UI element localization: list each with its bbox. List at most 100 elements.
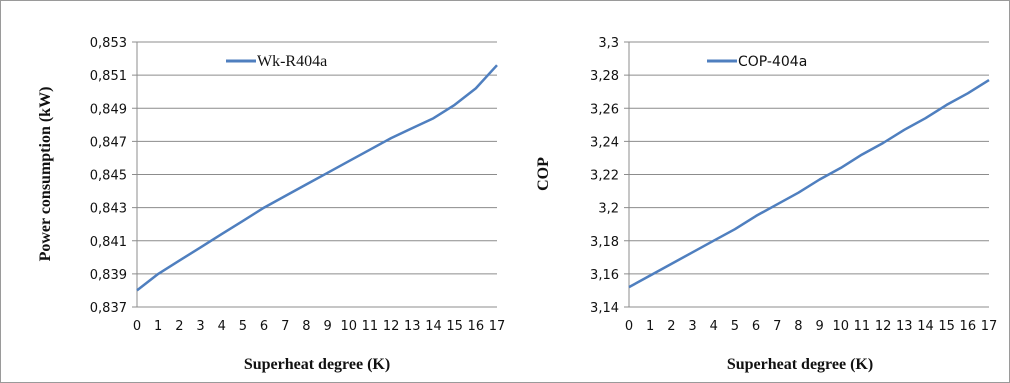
right-data-point — [733, 228, 736, 231]
left-data-point — [241, 219, 244, 222]
left-data-point — [136, 289, 139, 292]
right-y-tick-label: 3,28 — [590, 69, 619, 84]
right-series — [628, 79, 991, 289]
left-x-tick-label: 2 — [175, 319, 183, 334]
left-x-tick-label: 13 — [404, 319, 421, 334]
left-data-point — [263, 206, 266, 209]
left-series — [136, 64, 499, 292]
right-data-point — [691, 251, 694, 254]
left-y-tick-label: 0,845 — [90, 169, 127, 184]
left-data-point — [284, 195, 287, 198]
left-axes — [132, 41, 497, 308]
right-x-tick-label: 2 — [667, 319, 675, 334]
left-y-tick-label: 0,847 — [90, 135, 127, 150]
right-x-axis-title: Superheat degree (K) — [727, 356, 873, 373]
right-y-tick-label: 3,2 — [598, 202, 619, 217]
left-x-tick-label: 10 — [340, 319, 357, 334]
left-y-tick-label: 0,837 — [90, 301, 127, 316]
right-data-point — [649, 274, 652, 277]
right-legend-label: COP-404a — [738, 54, 807, 70]
right-x-tick-label: 8 — [794, 319, 802, 334]
right-data-point — [818, 178, 821, 181]
left-x-tick-labels: 0 1 2 3 4 5 6 7 8 9 10 11 12 13 14 15 16 17 — [133, 319, 505, 334]
right-data-point — [797, 191, 800, 194]
left-x-tick-label: 1 — [154, 319, 162, 334]
right-data-point — [924, 117, 927, 120]
left-y-tick-label: 0,843 — [90, 202, 127, 217]
left-y-tick-label: 0,849 — [90, 102, 127, 117]
left-data-point — [496, 64, 499, 67]
right-x-tick-label: 7 — [773, 319, 781, 334]
right-y-tick-label: 3,3 — [598, 36, 619, 51]
right-x-tick-label: 15 — [938, 319, 955, 334]
left-series-line — [136, 64, 498, 292]
left-data-point — [368, 148, 371, 151]
right-y-axis-title: COP — [535, 157, 552, 191]
right-y-tick-label: 3,18 — [590, 235, 619, 250]
left-x-tick-label: 17 — [489, 319, 506, 334]
left-y-tick-label: 0,853 — [90, 36, 127, 51]
left-data-point — [305, 183, 308, 186]
right-x-tick-label: 12 — [875, 319, 892, 334]
left-data-point — [326, 171, 329, 174]
power-consumption-chart: 0,837 0,839 0,841 0,843 0,845 0,847 0,849 0,851… — [37, 36, 505, 373]
left-data-point — [474, 87, 477, 90]
left-gridlines — [137, 41, 497, 275]
right-y-tick-label: 3,22 — [590, 169, 619, 184]
right-x-tick-label: 4 — [710, 319, 718, 334]
right-x-tick-labels: 0 1 2 3 4 5 6 7 8 9 10 11 12 13 14 15 16 17 — [625, 319, 997, 334]
left-x-tick-label: 15 — [446, 319, 463, 334]
left-data-point — [347, 160, 350, 163]
left-data-point — [453, 103, 456, 106]
right-x-tick-label: 10 — [832, 319, 849, 334]
right-y-tick-label: 3,14 — [590, 301, 619, 316]
left-data-point — [178, 259, 181, 262]
right-data-point — [628, 286, 631, 289]
left-legend-label: Wk-R404a — [257, 53, 327, 70]
right-data-point — [839, 166, 842, 169]
right-gridlines — [629, 41, 989, 275]
left-x-tick-label: 0 — [133, 319, 141, 334]
right-x-tick-label: 16 — [960, 319, 977, 334]
right-data-point — [882, 142, 885, 145]
right-data-point — [860, 153, 863, 156]
left-y-tick-label: 0,851 — [90, 69, 127, 84]
left-data-point — [432, 117, 435, 120]
right-data-point — [988, 79, 991, 82]
right-y-tick-label: 3,24 — [590, 135, 619, 150]
right-legend: COP-404a — [707, 54, 807, 70]
left-y-tick-label: 0,839 — [90, 268, 127, 283]
left-data-point — [157, 272, 160, 275]
right-x-tick-label: 1 — [646, 319, 654, 334]
right-x-tick-label: 17 — [981, 319, 998, 334]
left-x-tick-label: 7 — [281, 319, 289, 334]
right-x-tick-label: 11 — [854, 319, 871, 334]
left-y-tick-labels: 0,837 0,839 0,841 0,843 0,845 0,847 0,849 0,851… — [90, 36, 127, 316]
right-y-tick-label: 3,26 — [590, 102, 619, 117]
right-data-point — [755, 214, 758, 217]
left-x-tick-label: 16 — [468, 319, 485, 334]
left-x-tick-label: 3 — [196, 319, 204, 334]
right-x-tick-label: 13 — [896, 319, 913, 334]
left-x-tick-label: 6 — [260, 319, 268, 334]
right-data-point — [712, 239, 715, 242]
left-data-point — [390, 137, 393, 140]
right-series-line — [628, 79, 990, 289]
right-axes — [624, 41, 989, 308]
left-x-axis-title: Superheat degree (K) — [244, 356, 390, 373]
right-data-point — [945, 103, 948, 106]
left-data-point — [411, 127, 414, 130]
right-x-tick-label: 14 — [917, 319, 934, 334]
left-x-tick-label: 12 — [383, 319, 400, 334]
left-legend: Wk-R404a — [226, 53, 327, 70]
right-x-tick-label: 3 — [688, 319, 696, 334]
left-data-point — [220, 233, 223, 236]
left-x-tick-label: 8 — [302, 319, 310, 334]
left-data-point — [199, 246, 202, 249]
right-data-point — [776, 203, 779, 206]
left-y-axis-title: Power consumption (kW) — [37, 87, 54, 262]
left-x-tick-label: 9 — [323, 319, 331, 334]
right-data-point — [903, 128, 906, 131]
